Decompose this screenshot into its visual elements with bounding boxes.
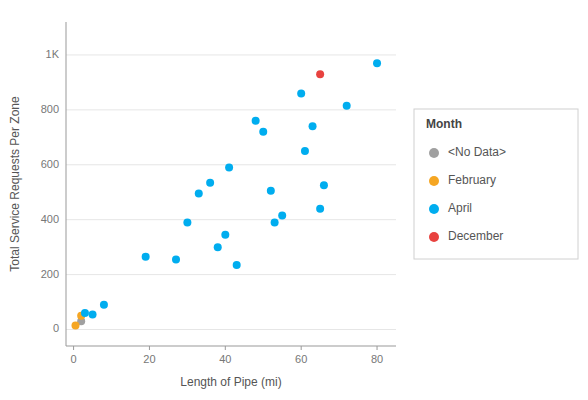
- legend-label: <No Data>: [448, 145, 506, 159]
- x-tick-label: 20: [143, 353, 155, 365]
- x-tick: [225, 346, 226, 350]
- point: [278, 212, 286, 220]
- point: [71, 321, 79, 329]
- y-tick-label: 200: [41, 268, 59, 280]
- point: [320, 181, 328, 189]
- grid-line: [66, 219, 396, 220]
- legend-title: Month: [426, 117, 462, 131]
- legend-label: February: [448, 173, 496, 187]
- x-tick: [149, 346, 150, 350]
- legend-label: April: [448, 201, 472, 215]
- x-tick-label: 0: [71, 353, 77, 365]
- grid: [66, 55, 396, 330]
- point: [233, 261, 241, 269]
- legend-marker: [429, 176, 439, 186]
- point: [225, 164, 233, 172]
- point: [316, 70, 324, 78]
- axes: 0 200 400 600 800 1K 0 20 40 60 80: [41, 22, 396, 365]
- x-tick-label: 60: [295, 353, 307, 365]
- point: [267, 187, 275, 195]
- point: [81, 309, 89, 317]
- legend-marker: [429, 232, 439, 242]
- point: [309, 122, 317, 130]
- y-tick-label: 1K: [46, 48, 60, 60]
- x-tick-label: 80: [371, 353, 383, 365]
- y-axis-label: Total Service Requests Per Zone: [8, 96, 22, 272]
- grid-line: [66, 54, 396, 55]
- point: [89, 310, 97, 318]
- point: [195, 190, 203, 198]
- point: [301, 147, 309, 155]
- point: [183, 218, 191, 226]
- y-tick-label: 400: [41, 213, 59, 225]
- series: [316, 70, 324, 78]
- x-tick: [377, 346, 378, 350]
- y-tick-label: 600: [41, 158, 59, 170]
- point: [172, 256, 180, 264]
- point: [221, 231, 229, 239]
- legend-box: [414, 109, 578, 259]
- grid-line: [66, 329, 396, 330]
- point: [316, 205, 324, 213]
- x-tick-label: 40: [219, 353, 231, 365]
- point: [100, 301, 108, 309]
- point: [259, 128, 267, 136]
- y-tick-label: 800: [41, 103, 59, 115]
- point: [142, 253, 150, 261]
- x-axis-label: Length of Pipe (mi): [180, 375, 281, 389]
- point: [252, 117, 260, 125]
- legend-marker: [429, 204, 439, 214]
- series: [81, 59, 381, 318]
- x-tick: [301, 346, 302, 350]
- point: [214, 243, 222, 251]
- point: [297, 89, 305, 97]
- point: [271, 218, 279, 226]
- points: [71, 59, 381, 329]
- page: {"chart_data": { "type": "scatter", "xla…: [0, 0, 588, 400]
- y-axis-line: [66, 22, 67, 346]
- grid-line: [66, 274, 396, 275]
- y-tick-label: 0: [53, 322, 59, 334]
- chart: 0 200 400 600 800 1K 0 20 40 60 80 Length of Pipe (…: [0, 0, 588, 400]
- x-tick: [73, 346, 74, 350]
- legend: Month <No Data> February April December: [414, 109, 578, 259]
- point: [373, 59, 381, 67]
- point: [206, 179, 214, 187]
- point: [343, 102, 351, 110]
- x-axis-line: [66, 346, 396, 347]
- legend-label: December: [448, 229, 503, 243]
- legend-marker: [429, 148, 439, 158]
